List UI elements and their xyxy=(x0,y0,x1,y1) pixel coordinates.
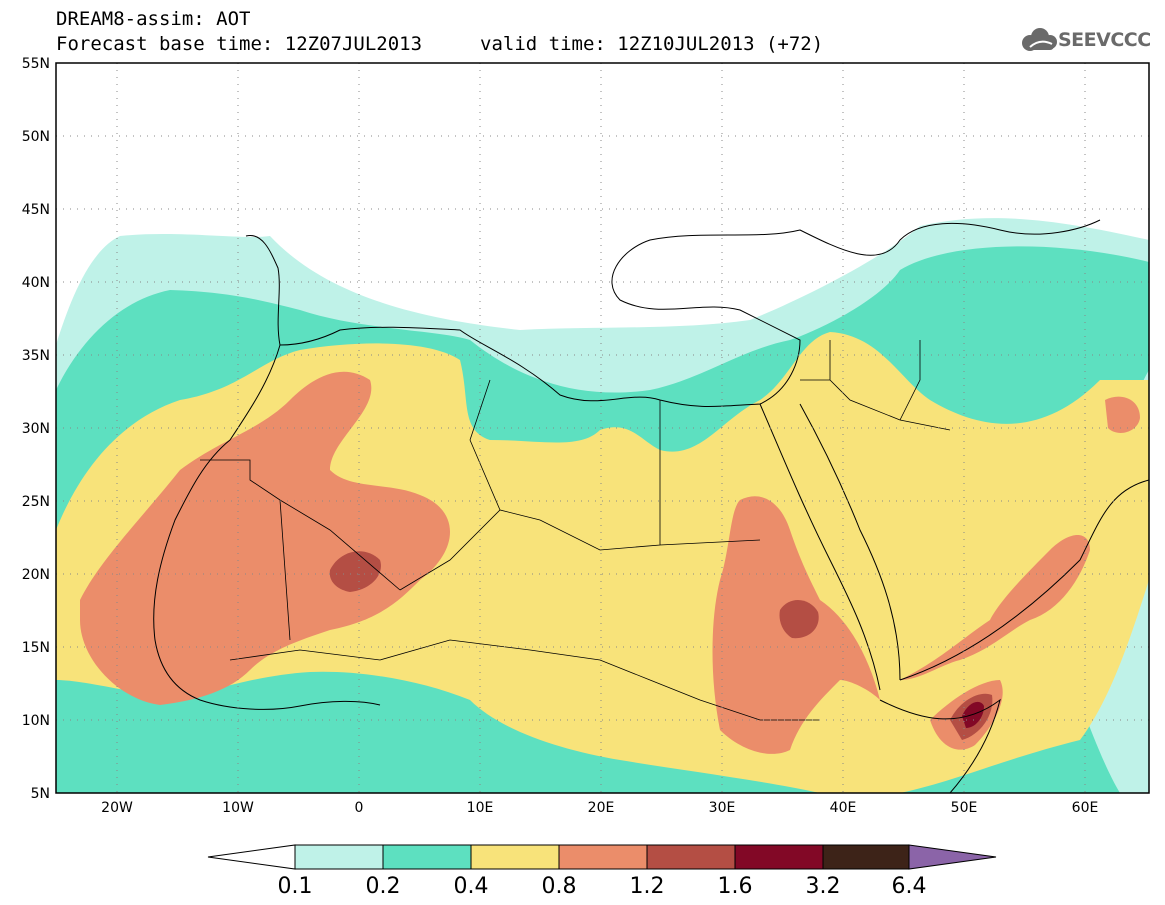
coastline-red-sea xyxy=(759,403,901,691)
colorbar-label: 0.1 xyxy=(278,874,313,899)
lat-labels: 55N 50N 45N 40N 35N 30N 25N 20N 15N 10N … xyxy=(22,56,50,802)
lon-label: 20E xyxy=(588,800,615,816)
lat-label: 45N xyxy=(22,202,50,218)
lon-label: 30E xyxy=(709,800,736,816)
colorbar-segment xyxy=(646,844,736,870)
border-sahara-1 xyxy=(200,379,761,641)
coastline-arabia xyxy=(899,479,1149,681)
lon-label: 50E xyxy=(951,800,978,816)
aot-contour-0-8-iran xyxy=(1105,396,1140,433)
colorbar-label: 1.6 xyxy=(718,874,753,899)
colorbar-label: 0.8 xyxy=(542,874,577,899)
lat-label: 5N xyxy=(31,786,50,802)
colorbar-label: 0.4 xyxy=(454,874,489,899)
colorbar-segment xyxy=(382,844,472,870)
lon-label: 10E xyxy=(467,800,494,816)
lon-label: 10W xyxy=(222,800,254,816)
lon-label: 60E xyxy=(1072,800,1099,816)
colorbar-segment xyxy=(822,844,910,870)
aot-contour-1-2-sudan xyxy=(779,600,819,639)
aot-contour-0-8-sahara xyxy=(80,371,450,705)
colorbar-segment xyxy=(734,844,824,870)
aot-contour-0-8-arabia xyxy=(900,535,1090,680)
coastline-horn xyxy=(879,698,1001,793)
lat-label: 20N xyxy=(22,567,50,583)
map-frame xyxy=(55,62,1150,794)
border-sahel xyxy=(229,639,820,721)
lat-label: 50N xyxy=(22,129,50,145)
coastline-africa-west xyxy=(153,344,381,710)
colorbar-label: 1.2 xyxy=(630,874,665,899)
colorbar-under-triangle xyxy=(207,844,296,870)
colorbar-label: 3.2 xyxy=(806,874,841,899)
colorbar-label: 0.2 xyxy=(366,874,401,899)
lon-labels: 20W 10W 0 10E 20E 30E 40E 50E 60E xyxy=(101,800,1098,816)
coastlines xyxy=(153,219,1149,793)
grid xyxy=(56,63,1149,793)
colorbar-label: 6.4 xyxy=(892,874,927,899)
lat-label: 15N xyxy=(22,640,50,656)
coastline-europe xyxy=(245,219,1101,407)
lat-label: 30N xyxy=(22,421,50,437)
colorbar-segment xyxy=(558,844,648,870)
lon-label: 0 xyxy=(355,800,364,816)
colorbar: 0.1 0.2 0.4 0.8 1.2 1.6 3.2 6.4 xyxy=(207,844,997,899)
valid-time: valid time: 12Z10JUL2013 (+72) xyxy=(480,33,824,55)
lat-label: 35N xyxy=(22,348,50,364)
lat-label: 10N xyxy=(22,713,50,729)
colorbar-over-triangle xyxy=(908,844,997,870)
forecast-base-time: Forecast base time: 12Z07JUL2013 xyxy=(56,33,423,55)
map-title: DREAM8-assim: AOT xyxy=(56,8,251,30)
lon-label: 40E xyxy=(830,800,857,816)
colorbar-segment xyxy=(470,844,560,870)
aot-field xyxy=(56,218,1149,793)
seevccc-logo-text: SEEVCCC xyxy=(1058,29,1151,51)
lat-label: 55N xyxy=(22,56,50,72)
cloud-icon xyxy=(1022,28,1057,51)
lat-label: 40N xyxy=(22,275,50,291)
aot-contour-1-2-sahara xyxy=(329,551,381,592)
lat-label: 25N xyxy=(22,494,50,510)
border-middle-east xyxy=(800,340,951,431)
lon-label: 20W xyxy=(101,800,133,816)
colorbar-segment xyxy=(294,844,384,870)
